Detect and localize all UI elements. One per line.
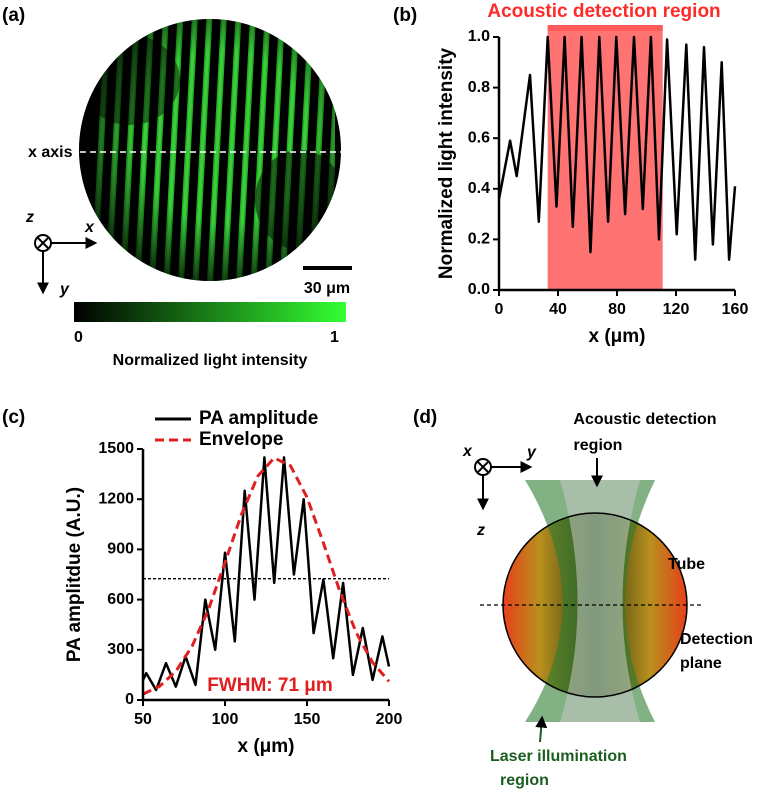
x-tick-label: 40 bbox=[549, 301, 567, 318]
highlight-cap bbox=[547, 25, 663, 31]
x-axis-line-label: x axis bbox=[28, 144, 73, 161]
y-tick-label: 0.2 bbox=[468, 231, 490, 248]
y-tick-label: 900 bbox=[107, 541, 134, 558]
highlight-label: Acoustic detection region bbox=[487, 1, 720, 22]
colorbar-min: 0 bbox=[74, 329, 83, 346]
annotation: FWHM: 71 μm bbox=[207, 675, 333, 696]
plane-label: Detection bbox=[680, 631, 753, 648]
data-line bbox=[141, 456, 391, 692]
pointer-arrow bbox=[535, 715, 548, 743]
x-tick-label: 80 bbox=[608, 301, 626, 318]
data-line bbox=[142, 456, 391, 696]
panel-d: (d) x y z Acoustic detection region Tube… bbox=[413, 407, 753, 789]
data-line bbox=[497, 35, 737, 261]
axis-icon bbox=[476, 460, 490, 474]
panel-label: (c) bbox=[2, 407, 25, 428]
y-tick-label: 1.0 bbox=[468, 28, 490, 45]
y-axis-label: PA amplitdue (A.U.) bbox=[64, 487, 85, 662]
x-tick-label: 0 bbox=[495, 301, 504, 318]
panel-a: (a) x axis z x y 30 μm 0 1 Normalized li… bbox=[2, 5, 352, 369]
legend-label: Envelope bbox=[199, 429, 283, 450]
axis-label: z bbox=[476, 522, 485, 539]
x-tick-label: 160 bbox=[722, 301, 749, 318]
y-tick-label: 1500 bbox=[98, 440, 134, 457]
y-tick-label: 0.8 bbox=[468, 79, 490, 96]
acoustic-label: Acoustic detection bbox=[573, 411, 716, 428]
axis-label: x bbox=[462, 443, 473, 460]
axis-icon bbox=[36, 236, 50, 250]
y-tick-label: 0.6 bbox=[468, 129, 490, 146]
axis-label: y bbox=[59, 281, 70, 298]
laser-label: region bbox=[500, 772, 549, 789]
y-tick-label: 1200 bbox=[98, 490, 134, 507]
acoustic-region bbox=[560, 480, 640, 722]
y-axis-label: Normalized light intensity bbox=[436, 47, 457, 279]
laser-label: Laser illumination bbox=[490, 748, 627, 765]
panel-label: (a) bbox=[2, 5, 25, 26]
axis-label: y bbox=[526, 444, 537, 461]
y-tick-label: 0.4 bbox=[468, 180, 490, 197]
x-tick-label: 200 bbox=[376, 711, 403, 728]
y-tick-label: 600 bbox=[107, 591, 134, 608]
plane-label: plane bbox=[680, 655, 722, 672]
x-tick-label: 50 bbox=[134, 711, 152, 728]
x-tick-label: 150 bbox=[294, 711, 321, 728]
axis-label: z bbox=[25, 209, 34, 226]
legend-label: PA amplitude bbox=[199, 408, 318, 429]
scale-bar-label: 30 μm bbox=[304, 280, 350, 297]
acoustic-label: region bbox=[574, 437, 623, 454]
y-tick-label: 300 bbox=[107, 641, 134, 658]
colorbar-max: 1 bbox=[330, 329, 339, 346]
x-axis-label: x (μm) bbox=[237, 736, 294, 757]
x-tick-label: 100 bbox=[212, 711, 239, 728]
panel-label: (b) bbox=[393, 5, 417, 26]
x-tick-label: 120 bbox=[663, 301, 690, 318]
x-axis-label: x (μm) bbox=[588, 326, 645, 347]
panel-label: (d) bbox=[413, 407, 437, 428]
y-tick-label: 0.0 bbox=[468, 281, 490, 298]
colorbar bbox=[74, 302, 346, 322]
y-tick-label: 0 bbox=[125, 691, 134, 708]
stripe-image bbox=[79, 19, 341, 281]
colorbar-label: Normalized light intensity bbox=[113, 352, 308, 369]
axis-label: x bbox=[84, 219, 95, 236]
tube-label: Tube bbox=[668, 556, 705, 573]
